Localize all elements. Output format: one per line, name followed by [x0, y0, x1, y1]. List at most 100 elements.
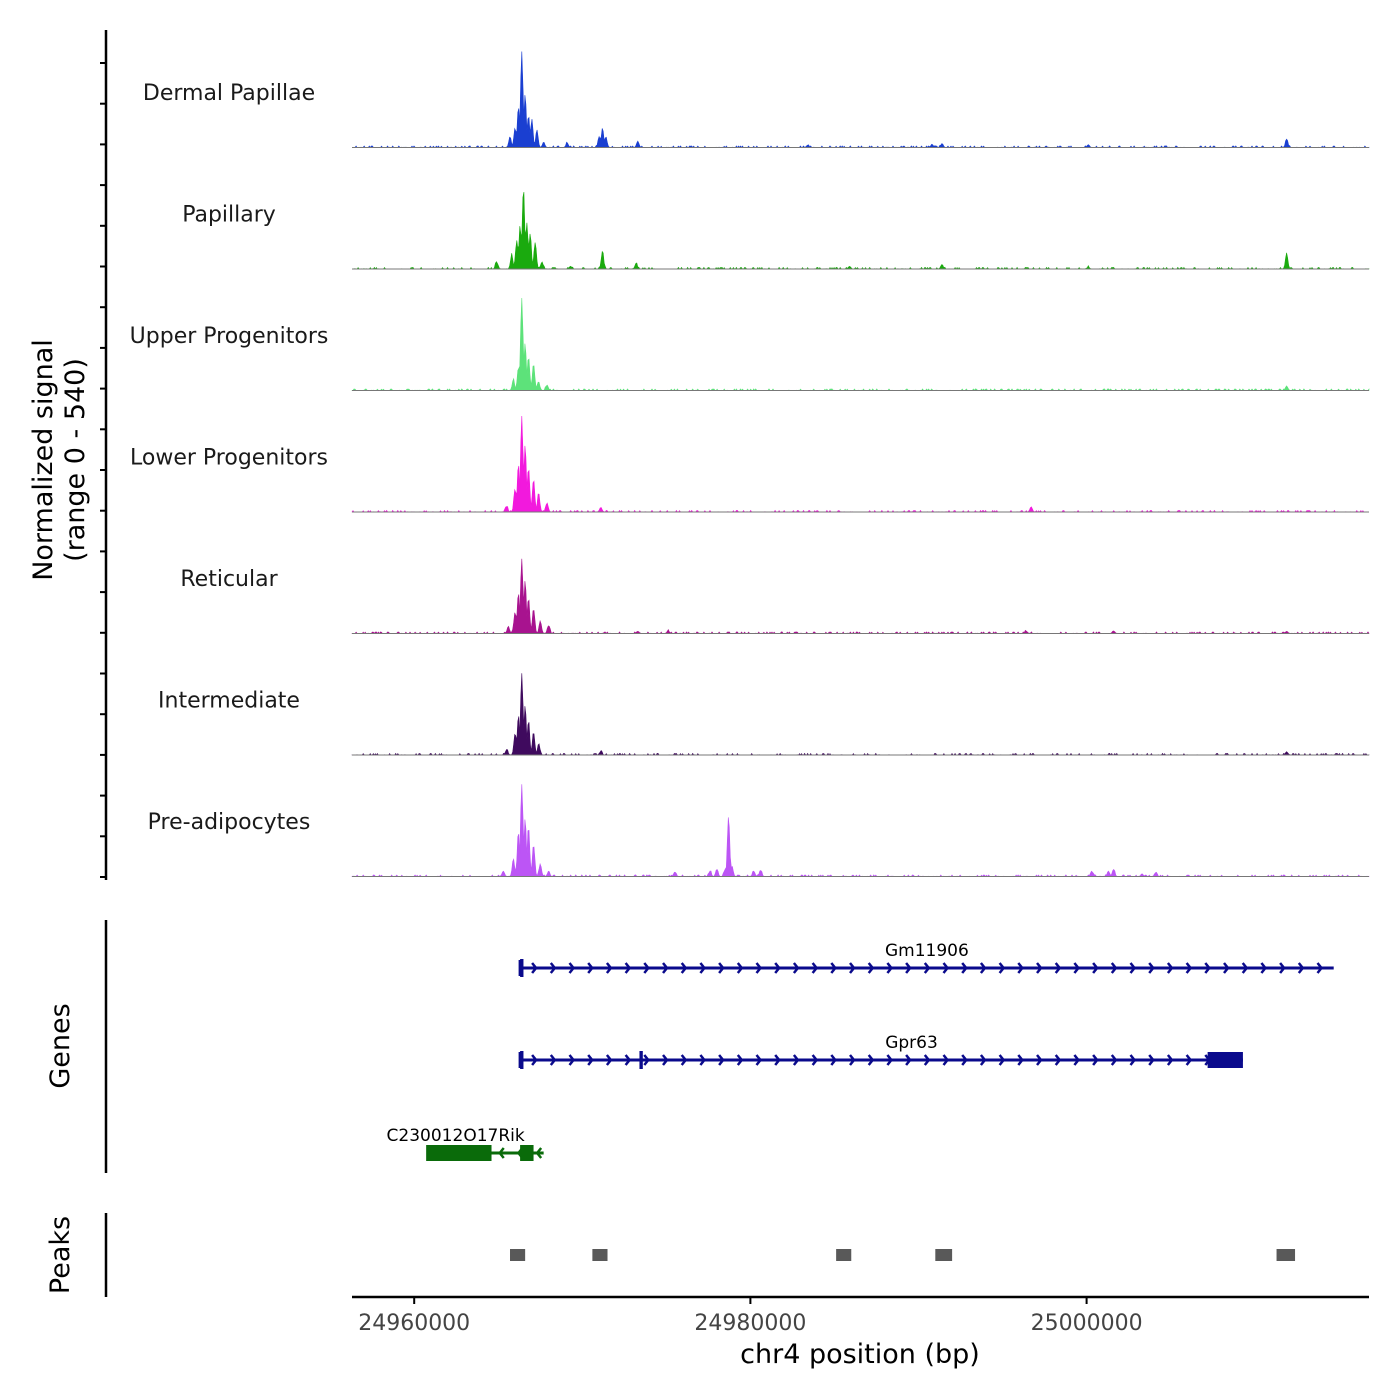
peak-region [836, 1249, 852, 1261]
strand-arrow [905, 962, 912, 974]
strand-arrow [1110, 1054, 1118, 1066]
track-label-papillary: Papillary [182, 203, 276, 228]
strand-arrow [849, 962, 856, 974]
strand-arrow [1017, 962, 1024, 974]
exon [520, 1051, 524, 1069]
gene-annotations: Gm11906 Gpr63 C230012O17Rik [387, 941, 1334, 1161]
strand-arrow [792, 962, 800, 974]
strand-arrow [531, 1054, 538, 1066]
strand-arrow [755, 962, 763, 974]
signal-tracks: Dermal Papillae Papillary Upper Progenitor… [130, 51, 1370, 878]
signal-area-pre-adipocytes [351, 784, 1370, 878]
strand-arrow [1017, 1054, 1024, 1066]
signal-y-axis-label-line1: Normalized signal [28, 339, 59, 581]
strand-arrow [736, 1054, 744, 1066]
strand-arrow [498, 1147, 505, 1159]
exon [639, 1051, 643, 1069]
gene-gm11906: Gm11906 [518, 941, 1334, 977]
strand-arrow [1148, 962, 1155, 974]
strand-arrow [1204, 962, 1211, 974]
signal-area-dermal-papillae [352, 51, 1370, 149]
track-lower-progenitors: Lower Progenitors [130, 415, 1370, 513]
gene-name-gpr63: Gpr63 [885, 1033, 938, 1053]
strand-arrow [718, 1054, 725, 1066]
peak-region [510, 1249, 526, 1261]
track-label-lower-progenitors: Lower Progenitors [130, 446, 328, 471]
strand-arrow [1073, 962, 1081, 974]
gene-name-gm11906: Gm11906 [885, 941, 969, 961]
strand-arrow [774, 1054, 781, 1066]
strand-arrow [792, 1054, 800, 1066]
exon [520, 1145, 534, 1161]
track-pre-adipocytes: Pre-adipocytes [148, 784, 1370, 878]
strand-arrow [531, 962, 538, 974]
peak-region [935, 1249, 953, 1261]
strand-arrow [643, 1054, 650, 1066]
strand-arrow [979, 1054, 987, 1066]
track-label-upper-progenitors: Upper Progenitors [130, 324, 329, 349]
strand-arrow [662, 962, 669, 974]
strand-arrow [961, 1054, 968, 1066]
track-intermediate: Intermediate [158, 673, 1370, 756]
peak-regions [510, 1249, 1296, 1261]
strand-arrow [535, 1147, 543, 1159]
peak-region [592, 1249, 608, 1261]
track-label-pre-adipocytes: Pre-adipocytes [148, 810, 311, 835]
strand-arrow [624, 1054, 632, 1066]
track-label-reticular: Reticular [180, 567, 278, 592]
strand-arrow [680, 962, 688, 974]
strand-arrow [811, 1054, 819, 1066]
strand-arrow [1036, 962, 1043, 974]
strand-arrow [1260, 962, 1268, 974]
x-axis-ticks: 24960000 24980000 25000000 [358, 1297, 1143, 1336]
strand-arrow [587, 962, 594, 974]
strand-arrow [605, 1054, 613, 1066]
strand-arrow [1054, 1054, 1062, 1066]
strand-arrow [1166, 962, 1174, 974]
strand-arrow [1316, 962, 1324, 974]
signal-y-ticks [100, 62, 106, 878]
strand-arrow [905, 1054, 912, 1066]
strand-arrow [1036, 1054, 1043, 1066]
gene-name-c230012o17rik: C230012O17Rik [387, 1126, 525, 1146]
peak-region [1276, 1249, 1296, 1261]
strand-arrow [1110, 962, 1118, 974]
signal-area-intermediate [351, 673, 1370, 756]
strand-arrow [998, 962, 1006, 974]
strand-arrow [662, 1054, 669, 1066]
strand-arrow [811, 962, 819, 974]
strand-arrow [830, 962, 837, 974]
signal-area-papillary [351, 191, 1370, 270]
strand-arrow [1092, 962, 1099, 974]
genes-panel-label: Genes [45, 1003, 76, 1088]
strand-arrow [886, 1054, 893, 1066]
signal-area-upper-progenitors [351, 297, 1370, 392]
strand-arrow [1148, 1054, 1155, 1066]
strand-arrow [605, 962, 613, 974]
strand-arrow [886, 962, 893, 974]
strand-arrow [755, 1054, 763, 1066]
strand-arrow [923, 962, 931, 974]
strand-arrow [1092, 1054, 1099, 1066]
strand-arrow [979, 962, 987, 974]
strand-arrow [549, 962, 557, 974]
strand-arrow [1185, 962, 1193, 974]
exon [1207, 1052, 1243, 1068]
track-label-intermediate: Intermediate [158, 689, 300, 714]
strand-arrow [867, 1054, 875, 1066]
x-tick-label: 24980000 [694, 1311, 806, 1336]
strand-arrow [923, 1054, 931, 1066]
gene-c230012o17rik: C230012O17Rik [387, 1126, 544, 1161]
strand-arrow [942, 962, 950, 974]
x-axis-label: chr4 position (bp) [740, 1339, 980, 1370]
strand-arrow [1129, 962, 1137, 974]
strand-arrow [568, 962, 576, 974]
x-tick-label: 24960000 [358, 1311, 470, 1336]
strand-arrow [830, 1054, 837, 1066]
x-tick-label: 25000000 [1031, 1311, 1143, 1336]
track-label-dermal-papillae: Dermal Papillae [143, 81, 315, 106]
strand-arrow [568, 1054, 576, 1066]
gene-gpr63: Gpr63 [518, 1033, 1243, 1069]
signal-area-lower-progenitors [351, 415, 1370, 513]
